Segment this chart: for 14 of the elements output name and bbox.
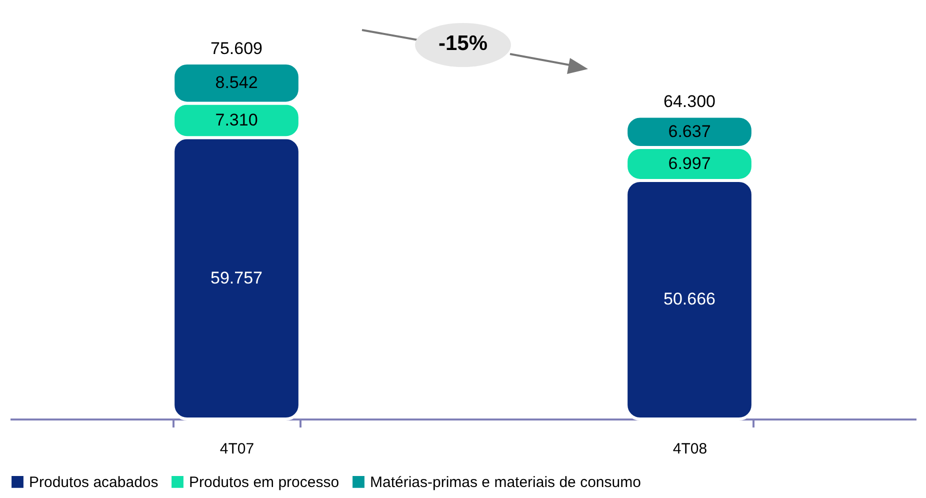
data-label: 7.310 <box>215 110 258 130</box>
data-label: 50.666 <box>664 290 716 309</box>
text: -15% <box>437 32 489 56</box>
data-label: 8.542 <box>215 73 258 92</box>
x-tick-label: 4T08 <box>672 440 708 458</box>
total-label: 64.300 <box>664 92 716 112</box>
data-label: 59.757 <box>210 268 262 288</box>
legend-label: Produtos em processo <box>189 474 340 491</box>
legend-label: Matérias-primas e materiais de consumo <box>370 474 641 491</box>
total-label: 75.609 <box>210 39 262 58</box>
data-label: 6.637 <box>668 122 711 141</box>
data-label: 6.997 <box>668 154 711 173</box>
legend-label: Produtos acabados <box>29 474 158 491</box>
x-tick-label: 4T07 <box>220 440 254 458</box>
